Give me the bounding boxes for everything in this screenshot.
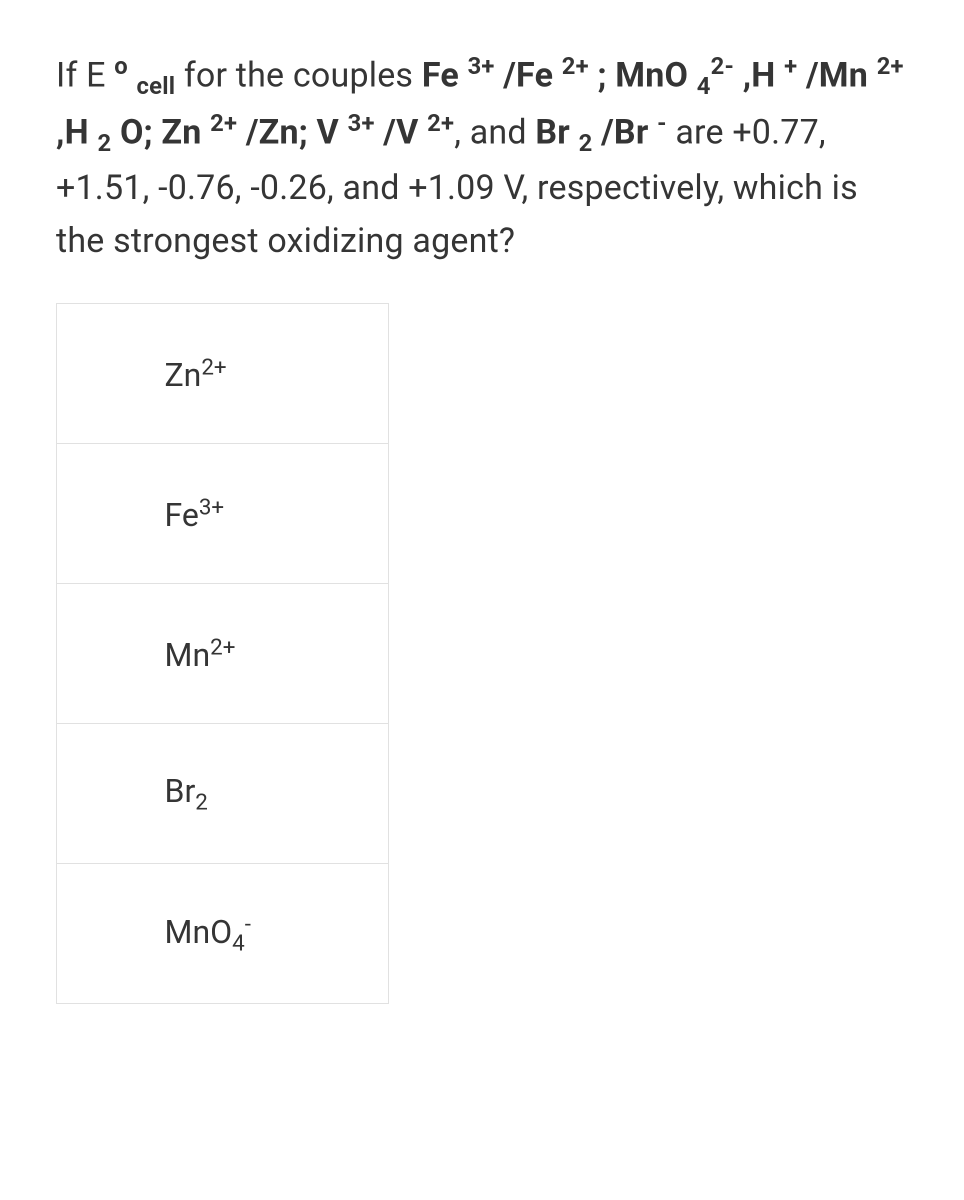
option-row[interactable]: Mn2+ <box>57 584 389 724</box>
option-input-cell[interactable] <box>57 724 89 864</box>
question-text: If E o cell for the couples Fe 3+ /Fe 2+… <box>56 48 908 267</box>
option-label: Mn2+ <box>161 584 389 724</box>
option-label: Fe3+ <box>161 444 389 584</box>
option-input-cell[interactable] <box>57 864 89 1004</box>
option-label: Zn2+ <box>161 304 389 444</box>
option-row[interactable]: MnO4- <box>57 864 389 1004</box>
option-spacer <box>89 584 161 724</box>
option-spacer <box>89 304 161 444</box>
option-input-cell[interactable] <box>57 304 89 444</box>
option-spacer <box>89 444 161 584</box>
option-label: MnO4- <box>161 864 389 1004</box>
option-row[interactable]: Fe3+ <box>57 444 389 584</box>
option-label: Br2 <box>161 724 389 864</box>
option-row[interactable]: Zn2+ <box>57 304 389 444</box>
option-input-cell[interactable] <box>57 584 89 724</box>
option-input-cell[interactable] <box>57 444 89 584</box>
option-spacer <box>89 724 161 864</box>
option-spacer <box>89 864 161 1004</box>
option-row[interactable]: Br2 <box>57 724 389 864</box>
options-table: Zn2+Fe3+Mn2+Br2MnO4- <box>56 303 389 1004</box>
